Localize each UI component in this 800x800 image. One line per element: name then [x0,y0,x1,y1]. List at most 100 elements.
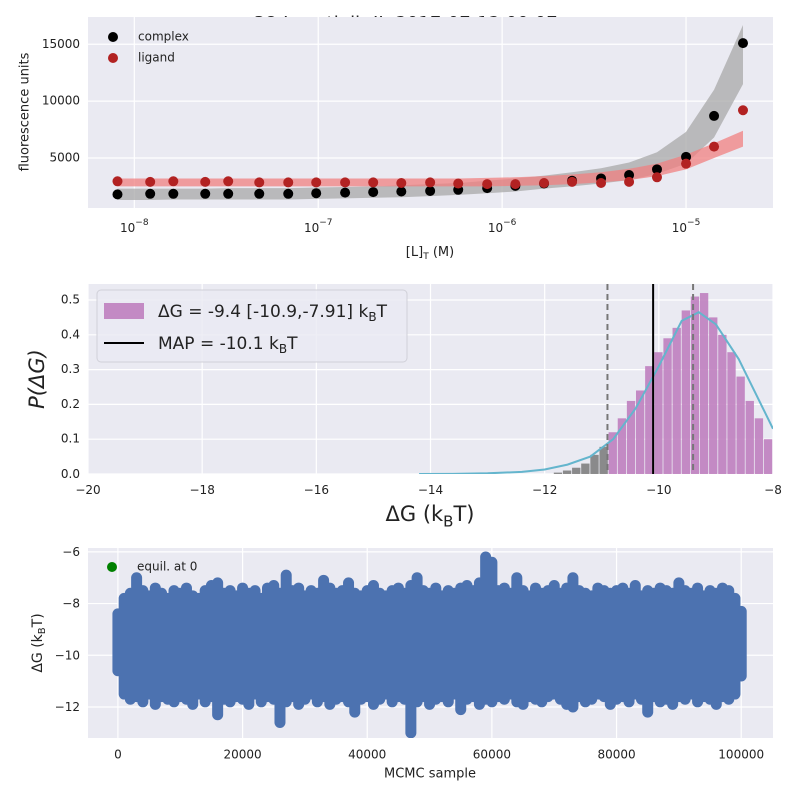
data-point [709,141,720,152]
x-tick-label: −16 [304,483,329,497]
legend-label: MAP = -10.1 kBT [158,334,298,356]
x-tick-label: 10−7 [304,218,333,235]
data-point [368,177,379,188]
x-axis-label: [L]T (M) [406,245,454,262]
histogram-bar [636,390,645,474]
histogram-bar [754,418,764,474]
histogram-bar [699,293,709,474]
histogram-bar [572,467,581,474]
data-point [539,177,550,188]
histogram-bar [562,470,572,474]
y-axis-label: fluorescence units [18,52,33,171]
x-axis-label-part: T) [452,502,474,526]
data-point [651,172,662,183]
y-axis-label-part: T) [30,613,46,628]
x-tick-label: −20 [75,483,100,497]
y-tick-label: 0.4 [61,327,80,341]
legend-marker [108,53,118,63]
histogram-bar [763,439,773,474]
data-point [624,176,635,187]
x-tick-label-exponent: −5 [687,218,700,228]
data-point [200,188,211,199]
data-point [737,38,748,49]
x-tick-label: 60000 [473,748,511,762]
legend-label: ΔG = -9.4 [-10.9,-7.91] kBT [158,302,388,324]
x-tick-label-base: 10 [304,221,319,235]
data-point [145,188,156,199]
y-tick-label-base: −8 [62,596,80,610]
data-point [510,179,521,190]
x-tick-label: 20000 [223,748,261,762]
data-point [311,177,322,188]
x-tick-label-base: −8 [764,483,782,497]
legend-marker [108,32,118,42]
data-point [168,176,179,187]
plot-area [112,551,747,738]
histogram-bar [681,310,690,474]
histogram-bar [590,454,599,474]
data-point [396,186,407,197]
y-tick-label-base: −6 [62,544,80,558]
histogram-bar [599,446,608,474]
x-tick-label-base: 10 [488,221,503,235]
legend-label-sub: B [368,310,376,324]
legend-marker [107,562,117,572]
y-tick-label: 5000 [49,150,80,164]
y-tick-label: 0.2 [61,397,80,411]
data-point [311,188,322,199]
x-axis-label-part: (M) [429,245,455,260]
histogram-bar [581,463,590,474]
x-tick-label: 10−5 [672,218,701,235]
legend-label: ligand [138,51,175,65]
x-tick-label-base: −16 [304,483,329,497]
x-tick-label: −8 [764,483,782,497]
x-tick-label: −14 [418,483,443,497]
x-tick-label: 80000 [597,748,635,762]
y-tick-label: 0.1 [61,432,80,446]
y-tick-label: 15000 [42,37,80,51]
y-tick-label-base: 0.0 [61,467,80,481]
data-point [482,179,493,190]
y-tick-label: 0.3 [61,362,80,376]
y-axis-label: ΔG (kBT) [30,613,48,672]
legend-label-part: MAP = -10.1 k [158,334,279,354]
legend-label: equil. at 0 [137,560,197,574]
plot-area [112,24,748,201]
plot-area [419,284,773,474]
data-point [396,177,407,188]
legend-label-part: T [286,334,298,354]
data-point [112,176,123,187]
histogram-bar [553,472,563,474]
legend-label-part: T [376,302,388,322]
y-axis-label-sub: B [37,627,48,634]
data-point [709,110,720,121]
data-point [567,176,578,187]
x-axis-label: ΔG (kBT) [386,502,475,530]
x-tick-label: −10 [646,483,671,497]
x-tick-label-base: −14 [418,483,443,497]
data-point [596,177,607,188]
y-tick-label: −12 [55,699,80,713]
histogram-bar [727,352,736,474]
x-tick-label: −18 [190,483,215,497]
data-point [368,187,379,198]
y-axis-label: P(ΔG) [25,349,49,409]
x-tick-label-base: 10 [672,221,687,235]
data-point [145,176,156,187]
x-tick-label-base: −20 [75,483,100,497]
data-point [254,188,265,199]
data-point [425,185,436,196]
legend-label-part: ΔG = -9.4 [-10.9,-7.91] k [158,302,368,322]
x-tick-label: 0 [114,748,122,762]
x-tick-label-base: −12 [532,483,557,497]
histogram-bar [654,352,663,474]
legend-box [96,289,408,363]
data-point [651,164,662,175]
density-curve [419,311,773,474]
histogram-bar [690,296,700,474]
data-point [168,188,179,199]
histogram-bar [709,317,718,474]
y-tick-label-base: −10 [55,648,80,662]
histogram-bar [617,418,627,474]
